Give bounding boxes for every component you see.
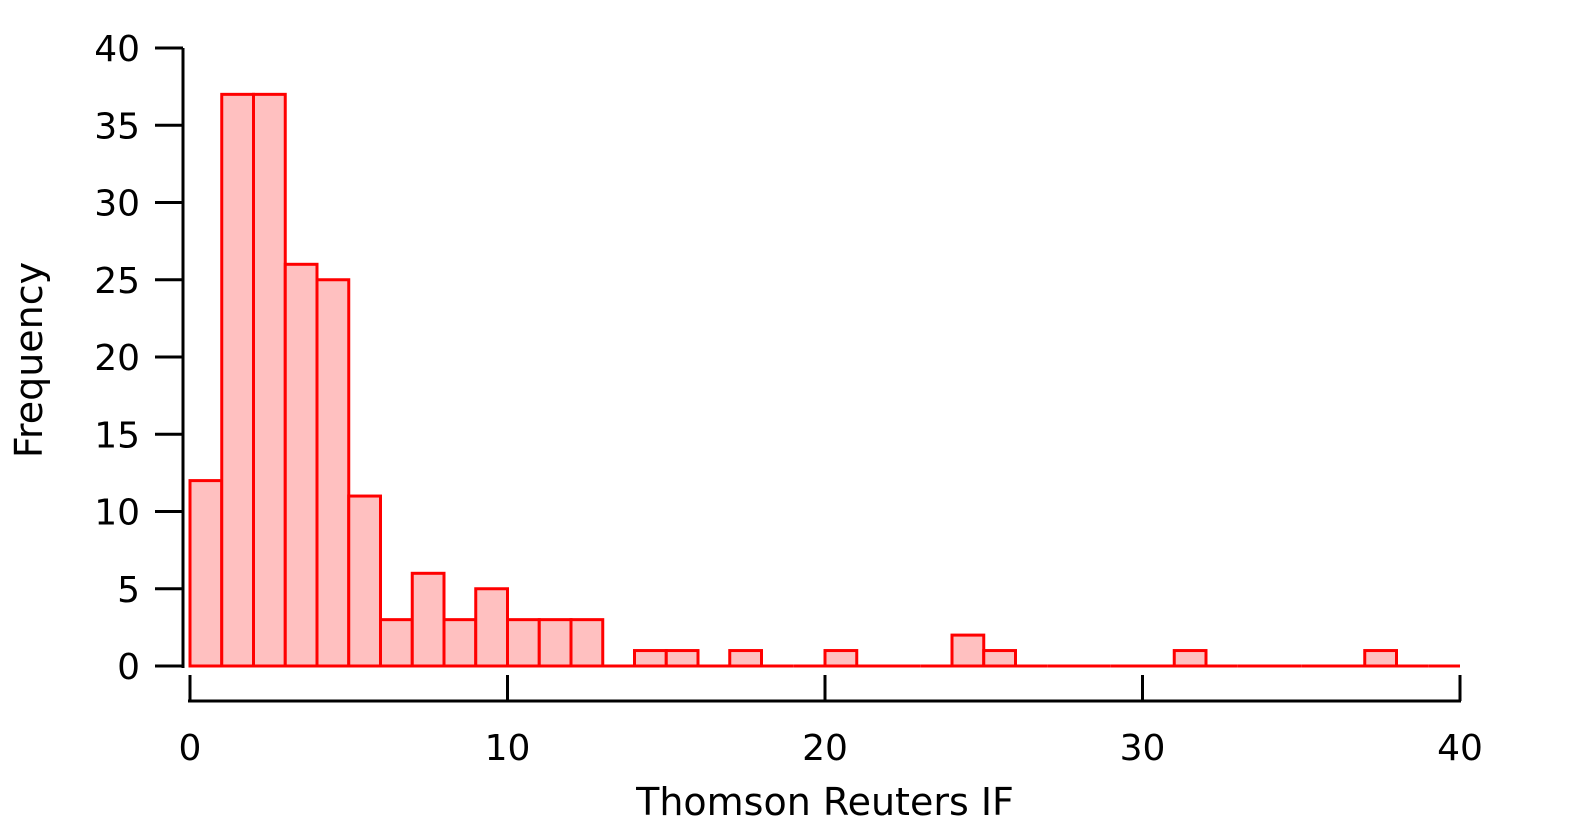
histogram-bar xyxy=(633,649,668,668)
x-tick-label: 40 xyxy=(1437,728,1483,769)
histogram-bar xyxy=(506,618,541,668)
histogram-bar xyxy=(537,618,573,668)
x-tick-label: 0 xyxy=(179,728,202,769)
x-tick-label: 20 xyxy=(802,728,848,769)
histogram-bar xyxy=(1363,649,1398,668)
y-axis-title: Frequency xyxy=(7,262,51,458)
histogram-bar xyxy=(664,649,700,668)
y-tick-label: 40 xyxy=(94,29,140,70)
histogram-bar xyxy=(982,649,1017,668)
y-tick-label: 0 xyxy=(117,647,140,688)
y-tick-label: 20 xyxy=(94,338,140,379)
y-tick-label: 25 xyxy=(94,261,140,302)
histogram-bar xyxy=(347,494,382,668)
x-ticks: 0 10 20 30 40 xyxy=(179,675,1483,769)
x-axis-title: Thomson Reuters IF xyxy=(635,780,1014,824)
histogram-bar xyxy=(315,278,351,668)
histogram-bar xyxy=(220,92,255,668)
histogram-bar xyxy=(1172,649,1208,668)
y-tick-label: 30 xyxy=(94,184,140,225)
y-tick-label: 15 xyxy=(94,415,140,456)
histogram-bars xyxy=(188,92,1460,668)
x-tick-label: 30 xyxy=(1120,728,1166,769)
histogram-bar xyxy=(188,479,224,668)
histogram-bar xyxy=(728,649,763,668)
y-tick-label: 10 xyxy=(94,493,140,534)
histogram-bar xyxy=(442,618,478,668)
histogram-bar xyxy=(283,262,319,668)
histogram-bar xyxy=(569,618,605,668)
x-tick-label: 10 xyxy=(485,728,531,769)
histogram-bar xyxy=(474,587,509,668)
histogram-bar xyxy=(950,633,986,668)
histogram-bar xyxy=(252,92,287,668)
histogram-bar xyxy=(410,571,446,668)
histogram-bar xyxy=(823,649,859,668)
y-tick-label: 5 xyxy=(117,570,140,611)
y-ticks: 0 5 10 15 20 25 30 35 40 xyxy=(94,29,183,688)
y-tick-label: 35 xyxy=(94,106,140,147)
histogram-bar xyxy=(379,618,414,668)
